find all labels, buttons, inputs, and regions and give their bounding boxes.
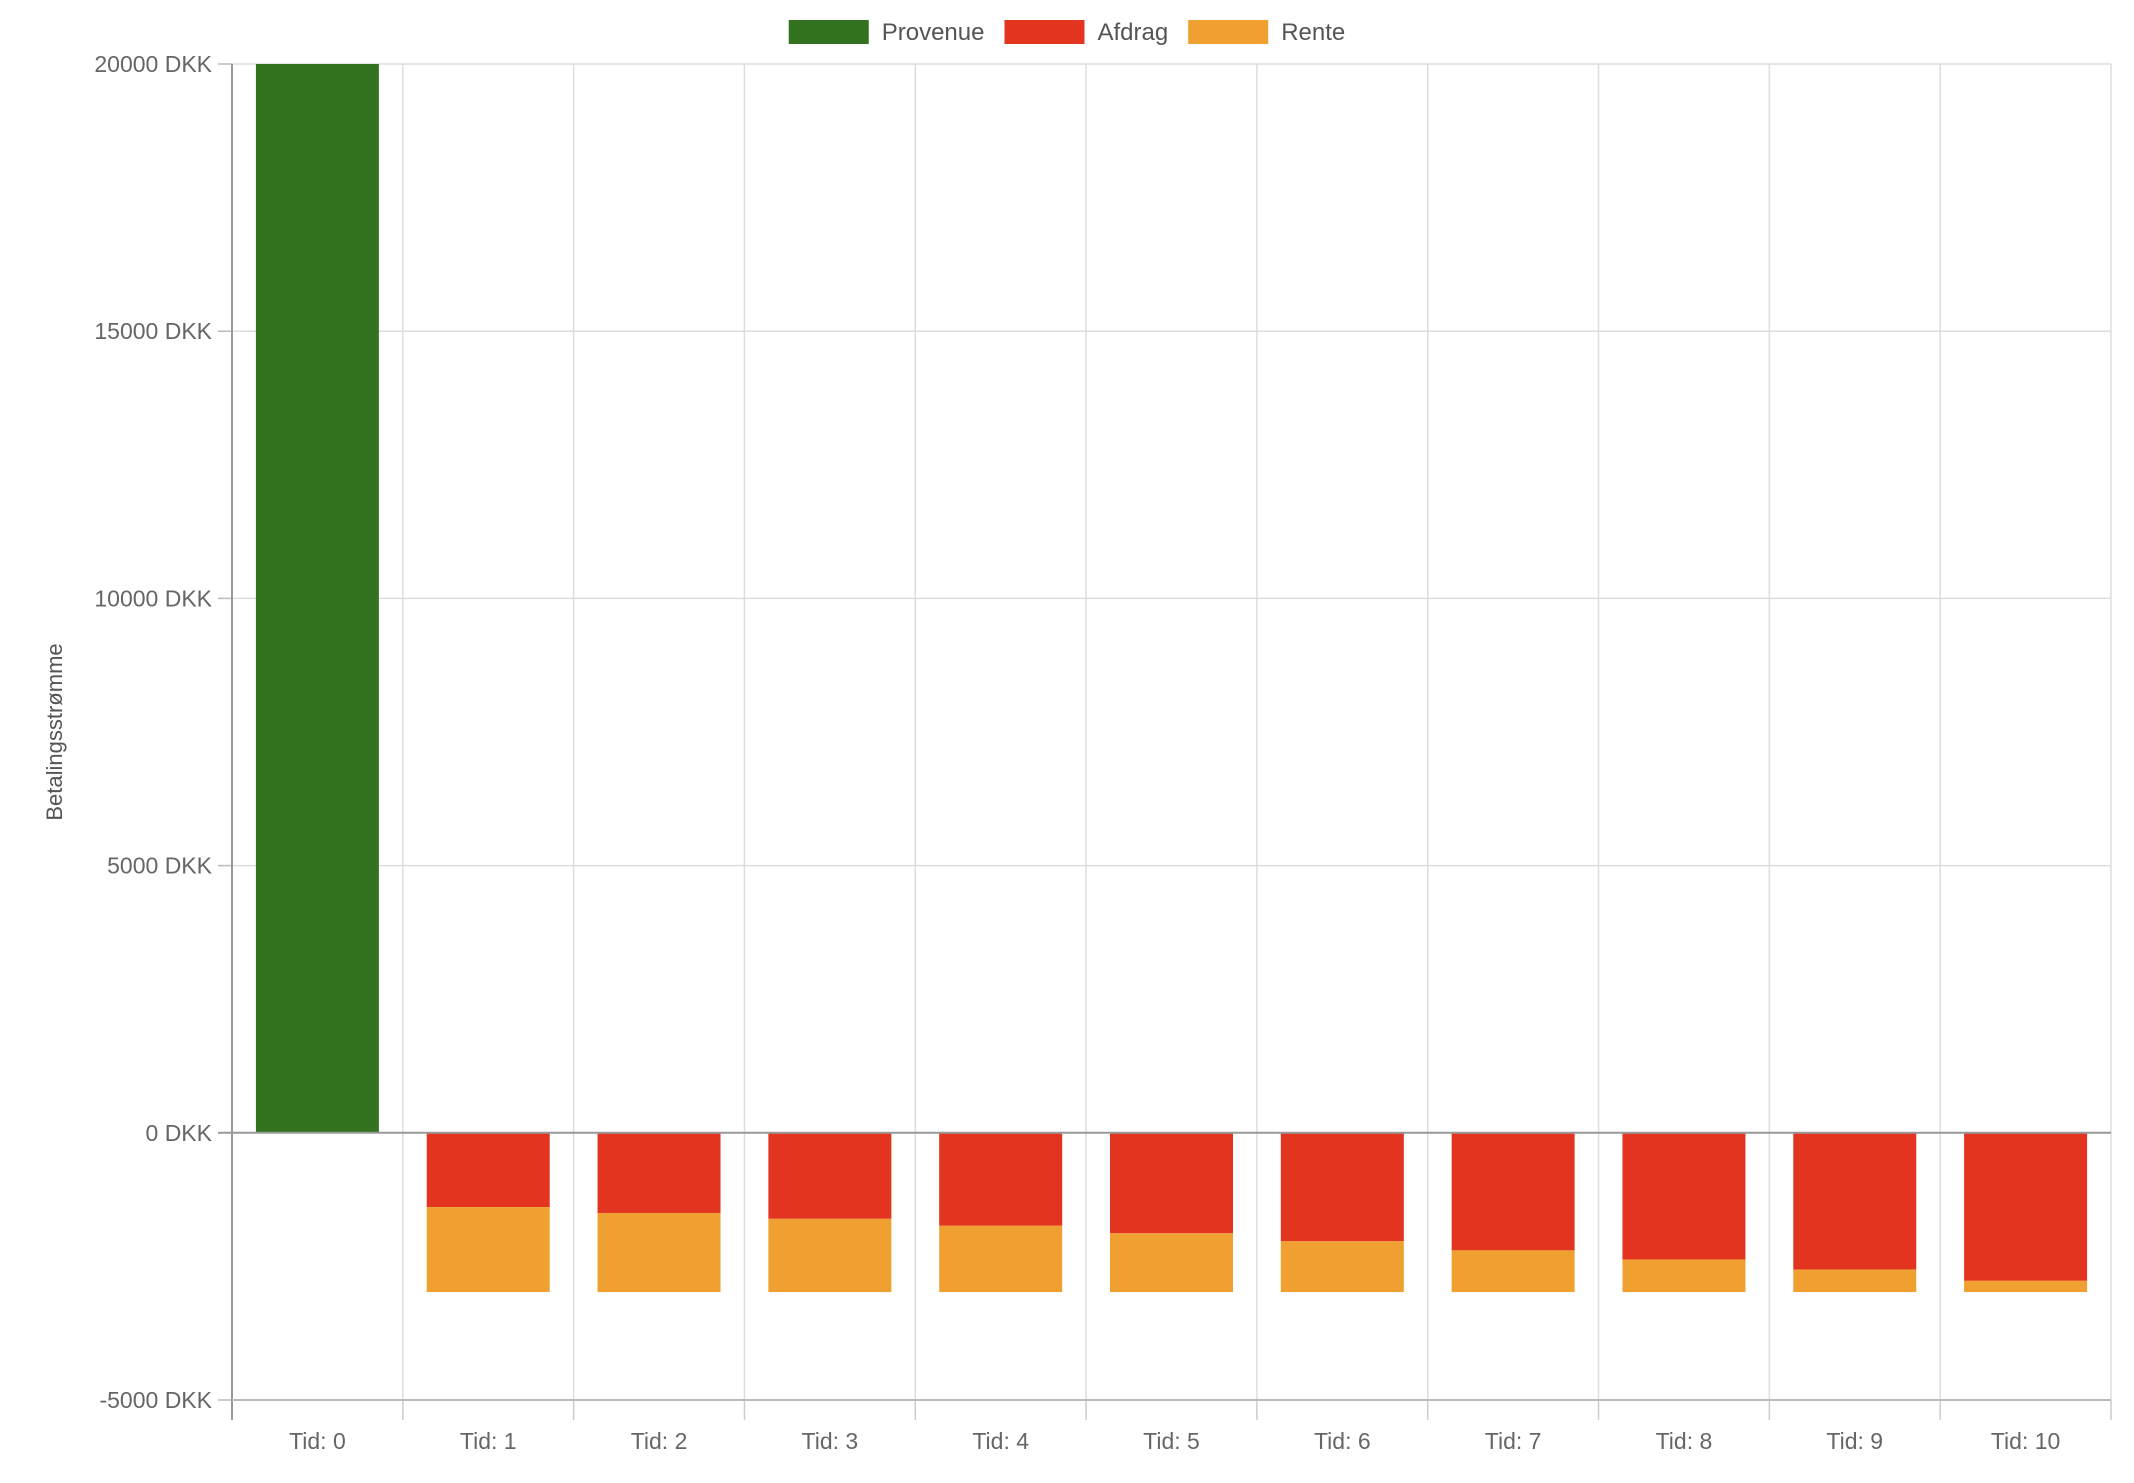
bar-rente-3 xyxy=(768,1218,892,1293)
bar-rente-10 xyxy=(1964,1280,2088,1293)
bars xyxy=(255,64,2088,1293)
bar-afdrag-9 xyxy=(1793,1132,1917,1270)
bar-afdrag-10 xyxy=(1964,1132,2088,1281)
x-axis-ticks: Tid: 0 Tid: 1 Tid: 2 Tid: 3 Tid: 4 Tid: 5 Tid:… xyxy=(289,1428,2060,1454)
x-tick-label: Tid: 6 xyxy=(1314,1428,1371,1454)
y-tick-label: 10000 DKK xyxy=(94,585,212,611)
bar-rente-8 xyxy=(1622,1259,1746,1293)
x-tick-label: Tid: 2 xyxy=(631,1428,688,1454)
legend-label-rente: Rente xyxy=(1281,19,1345,46)
axes xyxy=(218,63,2112,1420)
legend-label-afdrag: Afdrag xyxy=(1097,19,1168,46)
bar-rente-6 xyxy=(1280,1241,1404,1293)
bar-rente-1 xyxy=(426,1207,550,1293)
x-tick-label: Tid: 1 xyxy=(460,1428,517,1454)
bar-afdrag-7 xyxy=(1451,1132,1575,1251)
x-tick-label: Tid: 9 xyxy=(1826,1428,1883,1454)
bar-rente-7 xyxy=(1451,1250,1575,1293)
legend-swatch-rente xyxy=(1188,20,1269,44)
x-tick-label: Tid: 8 xyxy=(1656,1428,1713,1454)
legend-label-provenue: Provenue xyxy=(882,19,985,46)
x-tick-label: Tid: 4 xyxy=(972,1428,1029,1454)
legend: Provenue Afdrag Rente xyxy=(788,19,1345,46)
x-tick-label: Tid: 7 xyxy=(1485,1428,1542,1454)
x-tick-label: Tid: 10 xyxy=(1991,1428,2060,1454)
bar-afdrag-6 xyxy=(1280,1132,1404,1242)
y-tick-label: 5000 DKK xyxy=(107,853,213,879)
y-tick-label: -5000 DKK xyxy=(99,1387,212,1413)
x-tick-label: Tid: 3 xyxy=(802,1428,859,1454)
legend-swatch-afdrag xyxy=(1004,20,1085,44)
bar-afdrag-8 xyxy=(1622,1132,1746,1260)
bar-rente-9 xyxy=(1793,1269,1917,1293)
bar-rente-5 xyxy=(1110,1233,1233,1293)
y-tick-label: 20000 DKK xyxy=(94,51,212,77)
bar-afdrag-3 xyxy=(768,1132,892,1219)
bar-afdrag-2 xyxy=(597,1132,721,1213)
bar-rente-2 xyxy=(597,1212,721,1293)
y-tick-label: 15000 DKK xyxy=(94,318,212,344)
bar-afdrag-5 xyxy=(1110,1132,1233,1234)
y-axis-title: Betalingsstrømme xyxy=(42,643,67,820)
y-tick-label: 0 DKK xyxy=(146,1120,213,1146)
x-tick-label: Tid: 0 xyxy=(289,1428,346,1454)
x-tick-label: Tid: 5 xyxy=(1143,1428,1200,1454)
legend-swatch-provenue xyxy=(788,20,869,44)
bar-afdrag-4 xyxy=(939,1132,1063,1226)
bar-provenue-0 xyxy=(255,64,379,1133)
bar-afdrag-1 xyxy=(426,1132,550,1208)
y-axis-ticks: 20000 DKK 15000 DKK 10000 DKK 5000 DKK 0 DKK… xyxy=(94,51,212,1413)
bar-rente-4 xyxy=(939,1225,1063,1293)
